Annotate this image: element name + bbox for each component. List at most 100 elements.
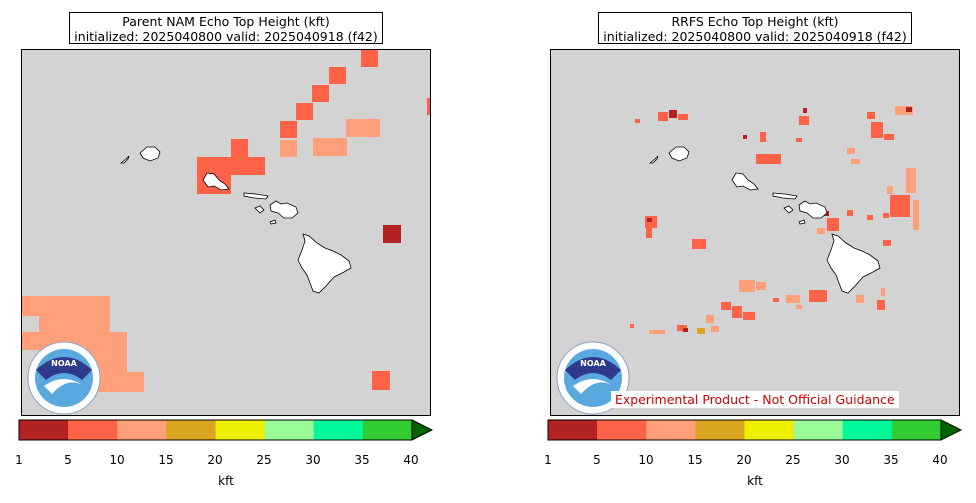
echo-cell [847, 210, 853, 216]
island-lanai [254, 205, 265, 214]
nam-title-box: Parent NAM Echo Top Height (kft) initial… [69, 12, 383, 44]
echo-cell [669, 110, 677, 118]
colorbar-segment [842, 420, 893, 440]
island-molokai [772, 192, 798, 200]
echo-cell [856, 295, 864, 303]
echo-cell [706, 315, 714, 323]
tick-label: 10 [109, 453, 125, 467]
echo-cell [867, 112, 875, 119]
rrfs-echo-cells [630, 106, 919, 334]
tick-label: 40 [403, 453, 419, 467]
rrfs-colorbar [547, 419, 963, 441]
colorbar-segment [313, 420, 364, 440]
colorbar-segment [891, 420, 942, 440]
colorbar-extend-arrow [411, 419, 434, 441]
island-niihau [119, 155, 130, 164]
echo-cell [313, 138, 347, 156]
colorbar-segment [264, 420, 315, 440]
echo-cell [22, 296, 110, 316]
island-molokai [243, 192, 269, 200]
colorbar-segment [117, 420, 167, 440]
echo-cell [280, 121, 297, 138]
hawaii-islands [648, 146, 881, 294]
tick-label: 30 [834, 453, 850, 467]
colorbar-segment [597, 420, 647, 440]
echo-cell [635, 119, 640, 123]
nam-colorbar-segments [19, 420, 413, 440]
hawaii-islands [119, 146, 352, 294]
echo-cell [803, 108, 807, 113]
tick-label: 30 [305, 453, 321, 467]
echo-cell [683, 328, 688, 332]
echo-cell [312, 85, 329, 102]
echo-cell [649, 330, 665, 334]
tick-label: 20 [207, 453, 223, 467]
echo-cell [871, 122, 883, 138]
nam-panel: Parent NAM Echo Top Height (kft) initial… [15, 12, 434, 488]
echo-cell [887, 186, 893, 194]
echo-cell [630, 324, 634, 328]
echo-cell [678, 114, 688, 120]
tick-label: 25 [256, 453, 272, 467]
echo-cell [895, 106, 913, 115]
tick-label: 15 [687, 453, 703, 467]
colorbar-extend-arrow [940, 419, 963, 441]
nam-echo-cells [22, 50, 430, 392]
echo-cell [692, 239, 706, 249]
echo-cell [296, 103, 313, 120]
rrfs-colorbar-unit: kft [747, 474, 763, 488]
colorbar-segment [362, 420, 413, 440]
echo-cell [732, 306, 742, 318]
island-hawaii [297, 233, 352, 294]
rrfs-map: NOAA Experimental Product - Not Official… [550, 49, 960, 416]
echo-cell [847, 148, 855, 154]
tick-label: 40 [932, 453, 948, 467]
experimental-disclaimer: Experimental Product - Not Official Guid… [611, 391, 899, 408]
island-oahu [731, 172, 759, 191]
island-maui [798, 200, 828, 219]
echo-cell [760, 132, 766, 142]
echo-cell [329, 67, 346, 84]
rrfs-title: RRFS Echo Top Height (kft) [671, 14, 839, 29]
echo-cell [773, 298, 779, 302]
echo-cell [851, 159, 860, 164]
echo-cell [877, 300, 885, 310]
echo-cell [39, 316, 110, 334]
echo-cell [383, 225, 401, 243]
island-lanai [783, 205, 794, 214]
island-maui [269, 200, 299, 219]
tick-label: 5 [593, 453, 601, 467]
echo-cell [646, 228, 652, 238]
island-kahoolawe [269, 219, 277, 225]
echo-cell [372, 371, 390, 390]
colorbar-segment [166, 420, 216, 440]
echo-cell [796, 138, 802, 142]
echo-cell [739, 280, 755, 292]
colorbar-segment [695, 420, 745, 440]
echo-cell [231, 139, 248, 157]
tick-label: 15 [158, 453, 174, 467]
rrfs-panel: RRFS Echo Top Height (kft) initialized: … [529, 0, 976, 503]
rrfs-map-svg: NOAA [556, 106, 919, 415]
echo-cell [884, 134, 894, 140]
echo-cell [906, 107, 912, 112]
echo-cell [721, 302, 731, 310]
echo-cell [799, 116, 809, 125]
echo-cell [817, 228, 825, 234]
colorbar-segment [215, 420, 265, 440]
noaa-logo-text: NOAA [580, 359, 606, 368]
echo-cell [913, 200, 919, 230]
echo-cell [658, 112, 668, 121]
tick-label: 35 [354, 453, 370, 467]
island-kauai [668, 146, 690, 162]
noaa-logo-text: NOAA [51, 359, 77, 368]
echo-cell [677, 325, 687, 331]
tick-label: 1 [544, 453, 552, 467]
echo-cell [867, 215, 873, 220]
echo-cell [756, 282, 766, 290]
echo-cell [881, 288, 885, 296]
echo-cell [890, 195, 910, 217]
rrfs-title-box: RRFS Echo Top Height (kft) initialized: … [598, 12, 912, 44]
nam-colorbar [18, 419, 434, 441]
island-hawaii [826, 233, 881, 294]
